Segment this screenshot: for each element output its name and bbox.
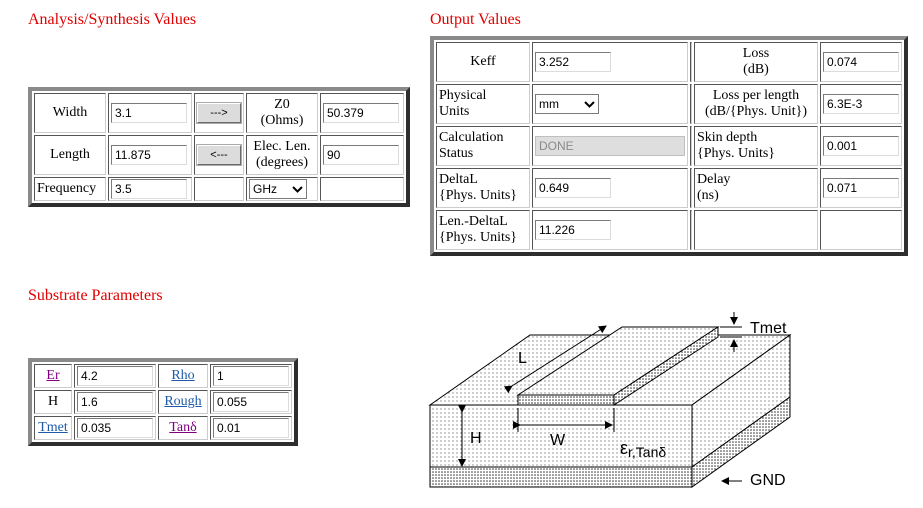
deltal-label: DeltaL {Phys. Units} [436, 168, 530, 208]
h-input[interactable]: 1.6 [77, 392, 153, 412]
microstrip-drawing [428, 312, 792, 488]
rho-link[interactable]: Rho [171, 368, 195, 383]
rough-input[interactable]: 0.055 [213, 392, 289, 412]
delay-label: Delay (ns) [694, 168, 818, 208]
calculation-status-label: Calculation Status [436, 126, 530, 166]
keff-label: Keff [436, 42, 530, 82]
tand-link[interactable]: Tanδ [169, 420, 197, 435]
gnd-diagram-label: GND [750, 472, 786, 489]
loss-output: 0.074 [823, 52, 899, 72]
elec-len-input[interactable]: 90 [323, 145, 399, 165]
output-heading: Output Values [430, 11, 521, 28]
delay-output: 0.071 [823, 178, 899, 198]
rough-link[interactable]: Rough [164, 394, 202, 409]
loss-per-length-label: Loss per length (dB/{Phys. Unit}) [694, 84, 818, 124]
analysis-heading: Analysis/Synthesis Values [28, 11, 197, 28]
analysis-table: Width 3.1 ---> Z0 (Ohms) 50.379 Length 11… [28, 87, 410, 207]
chevron-down-icon [584, 100, 595, 108]
analyze-button[interactable]: ---> [196, 102, 242, 124]
calculation-status-output: DONE [535, 136, 685, 156]
physical-units-select[interactable]: mm [535, 94, 599, 114]
tmet-link[interactable]: Tmet [38, 420, 68, 435]
len-deltal-label: Len.-DeltaL {Phys. Units} [436, 210, 530, 250]
l-diagram-label: L [518, 350, 527, 367]
length-label: Length [34, 135, 106, 175]
h-label: H [34, 390, 72, 414]
h-diagram-label: H [470, 430, 482, 447]
frequency-label: Frequency [34, 177, 106, 201]
skin-depth-label: Skin depth {Phys. Units} [694, 126, 818, 166]
physical-units-label: Physical Units [436, 84, 530, 124]
elec-len-label: Elec. Len. (degrees) [246, 135, 318, 175]
synthesize-button[interactable]: <--- [196, 144, 242, 166]
er-input[interactable]: 4.2 [77, 366, 153, 386]
z0-label: Z0 (Ohms) [246, 93, 318, 133]
skin-depth-output: 0.001 [823, 136, 899, 156]
frequency-input[interactable]: 3.5 [111, 179, 187, 199]
substrate-heading: Substrate Parameters [28, 287, 163, 304]
width-input[interactable]: 3.1 [111, 103, 187, 123]
tand-input[interactable]: 0.01 [213, 418, 289, 438]
length-input[interactable]: 11.875 [111, 145, 187, 165]
loss-label: Loss (dB) [694, 42, 818, 82]
tmet-diagram-label: Tmet [750, 320, 787, 337]
deltal-output: 0.649 [535, 178, 611, 198]
rho-input[interactable]: 1 [213, 366, 289, 386]
keff-output: 3.252 [535, 52, 611, 72]
loss-per-length-output: 6.3E-3 [823, 94, 899, 114]
microstrip-diagram: Tmet L H W εr,Tanδ GND [420, 300, 820, 500]
z0-input[interactable]: 50.379 [323, 103, 399, 123]
len-deltal-output: 11.226 [535, 220, 611, 240]
frequency-unit-select[interactable]: GHz [249, 179, 307, 199]
chevron-down-icon [292, 185, 303, 193]
output-table: Keff 3.252 Loss (dB) 0.074 Physical Units … [430, 36, 908, 256]
epsilon-diagram-label: εr,Tanδ [620, 438, 667, 460]
width-label: Width [34, 93, 106, 133]
substrate-table: Er 4.2 Rho 1 H 1.6 Rough 0.055 Tmet 0.03… [28, 358, 298, 446]
w-diagram-label: W [550, 432, 566, 449]
er-link[interactable]: Er [46, 368, 60, 383]
tmet-input[interactable]: 0.035 [77, 418, 153, 438]
